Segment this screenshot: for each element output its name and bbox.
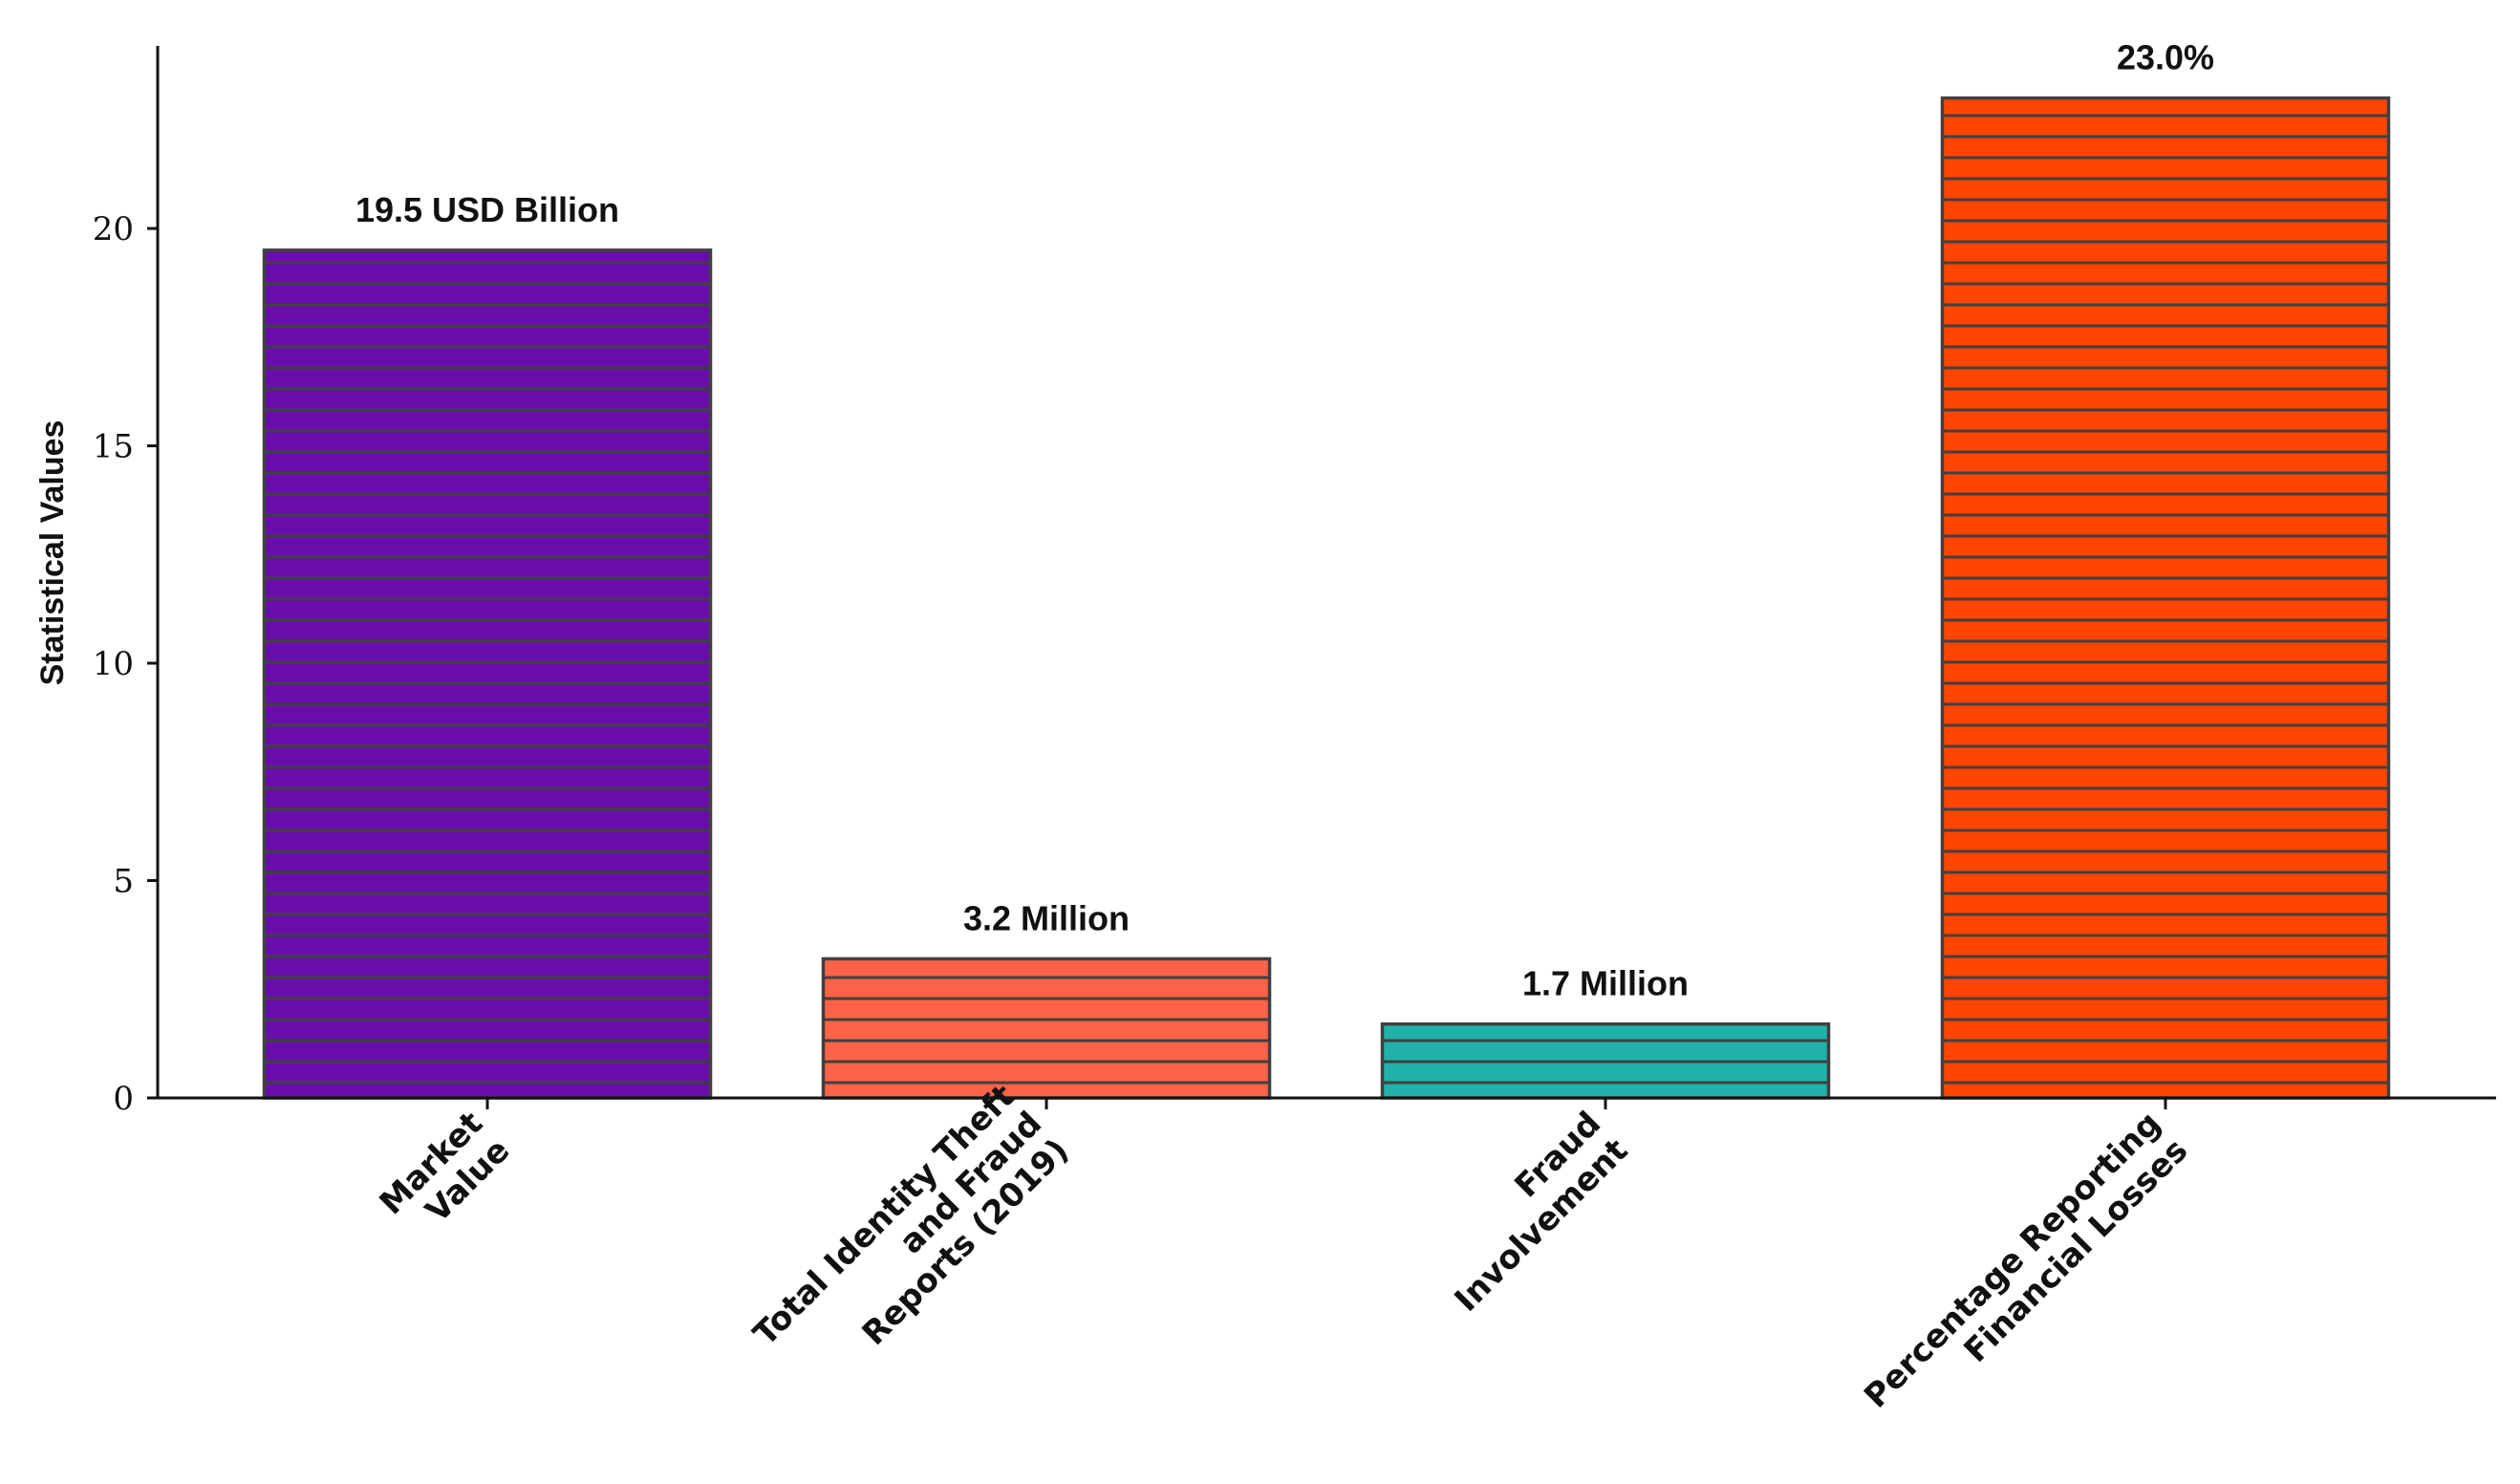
- x-tick-label-4-line-2: Financial Losses: [1957, 1131, 2196, 1370]
- y-tick-label-0: 0: [113, 1080, 134, 1118]
- bar-1: [262, 248, 713, 1100]
- data-label-4: 23.0%: [2117, 38, 2214, 77]
- y-tick-label-5: 5: [113, 863, 134, 901]
- data-label-2: 3.2 Million: [963, 898, 1130, 937]
- bar-4: [1940, 96, 2391, 1100]
- y-tick-label-10: 10: [93, 645, 134, 683]
- bar-3: [1380, 1022, 1831, 1100]
- bar-2: [821, 957, 1272, 1100]
- y-tick-label-20: 20: [93, 210, 134, 248]
- data-label-3: 1.7 Million: [1522, 964, 1689, 1003]
- axes-layer: [147, 46, 2496, 1109]
- data-label-1: 19.5 USD Billion: [355, 190, 619, 229]
- x-tick-label-4-line-1: Percentage Reporting: [1857, 1105, 2168, 1416]
- bars-layer: [262, 96, 2391, 1100]
- y-tick-label-15: 15: [93, 428, 134, 466]
- y-axis-label: Statistical Values: [34, 420, 71, 686]
- labels-layer: 19.5 USD Billion 3.2 Million 1.7 Million 23…: [93, 38, 2214, 1416]
